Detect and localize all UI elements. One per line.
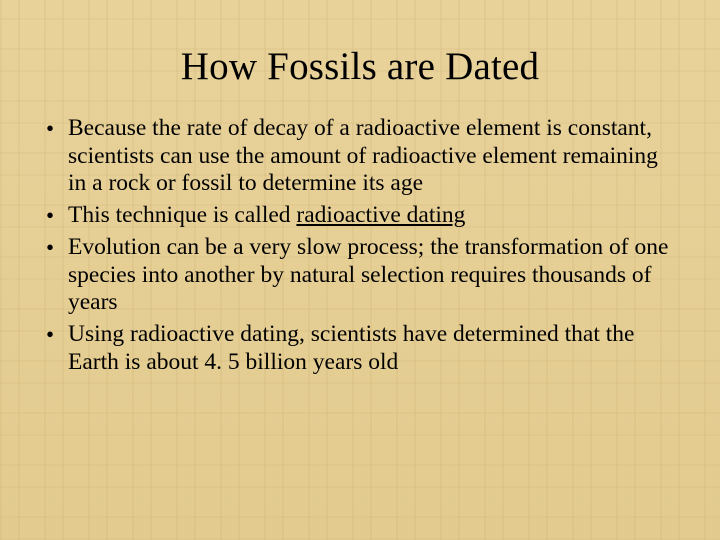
- slide-title: How Fossils are Dated: [40, 44, 680, 89]
- bullet-item: Because the rate of decay of a radioacti…: [40, 115, 680, 198]
- bullet-item: This technique is called radioactive dat…: [40, 202, 680, 230]
- bullet-list: Because the rate of decay of a radioacti…: [40, 115, 680, 376]
- slide: How Fossils are Dated Because the rate o…: [0, 0, 720, 540]
- bullet-item: Evolution can be a very slow process; th…: [40, 234, 680, 317]
- bullet-item: Using radioactive dating, scientists hav…: [40, 321, 680, 376]
- bullet-text-prefix: This technique is called: [68, 202, 296, 228]
- bullet-text-underlined: radioactive dating: [296, 202, 465, 228]
